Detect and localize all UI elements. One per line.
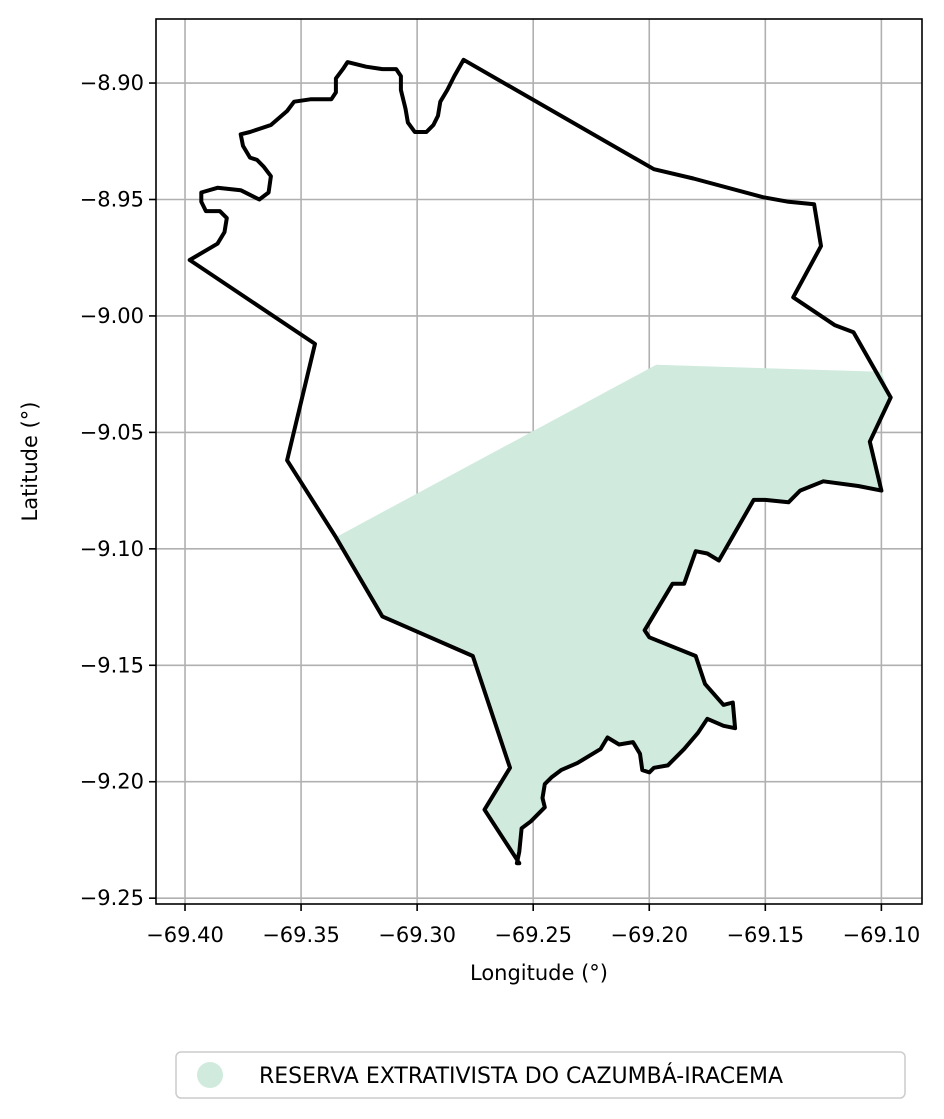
reserve-fill-area [335,364,891,864]
reserve-boundary-line [187,57,893,866]
legend: RESERVA EXTRATIVISTA DO CAZUMBÁ-IRACEMA [175,1051,906,1099]
legend-label: RESERVA EXTRATIVISTA DO CAZUMBÁ-IRACEMA [259,1063,783,1089]
y-tick-label: −9.10 [80,537,144,561]
y-tick-label: −9.00 [80,304,144,328]
y-tick-label: −9.25 [80,886,144,910]
y-axis-title: Latitude (°) [18,402,42,522]
legend-marker [197,1062,223,1088]
x-tick-label: −69.35 [262,923,340,947]
plot-frame [155,18,923,905]
y-tick-label: −9.20 [80,770,144,794]
x-axis-title: Longitude (°) [470,961,608,985]
x-tick-label: −69.25 [494,923,572,947]
x-tick-label: −69.30 [378,923,456,947]
y-tick-label: −9.15 [80,653,144,677]
x-tick-label: −69.10 [843,923,921,947]
x-tick-label: −69.20 [610,923,688,947]
x-tick-label: −69.40 [146,923,224,947]
y-tick-label: −8.95 [80,187,144,211]
y-tick-label: −9.05 [80,420,144,444]
axis-ticks: −69.40 −69.35 −69.30 −69.25 −69.20 −69.15 −69.… [80,71,921,947]
x-tick-label: −69.15 [726,923,804,947]
legend-box [175,1051,906,1099]
y-tick-label: −8.90 [80,71,144,95]
